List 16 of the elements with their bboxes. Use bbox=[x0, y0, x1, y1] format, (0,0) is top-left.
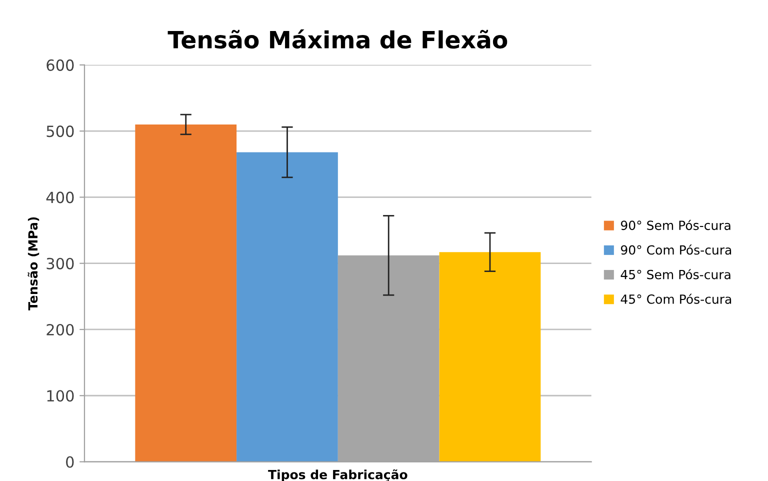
bar bbox=[236, 152, 338, 462]
y-tick-label: 0 bbox=[66, 456, 74, 468]
y-tick-label: 500 bbox=[46, 126, 74, 138]
y-tick-label: 300 bbox=[46, 258, 74, 270]
y-tick-label: 200 bbox=[46, 324, 74, 336]
legend-label: 90° Sem Pós-cura bbox=[620, 220, 730, 230]
chart-title: Tensão Máxima de Flexão bbox=[168, 29, 508, 49]
y-tick-label: 600 bbox=[46, 59, 74, 71]
legend-label: 45° Com Pós-cura bbox=[620, 294, 732, 304]
y-tick-label: 100 bbox=[47, 390, 74, 402]
bar bbox=[439, 252, 541, 462]
y-tick-label: 400 bbox=[46, 192, 74, 204]
legend-label: 90° Com Pós-cura bbox=[620, 244, 732, 255]
bar bbox=[135, 124, 237, 462]
y-axis-title: Tensão (MPa) bbox=[28, 217, 40, 310]
legend-label: 45° Sem Pós-cura bbox=[620, 269, 730, 280]
